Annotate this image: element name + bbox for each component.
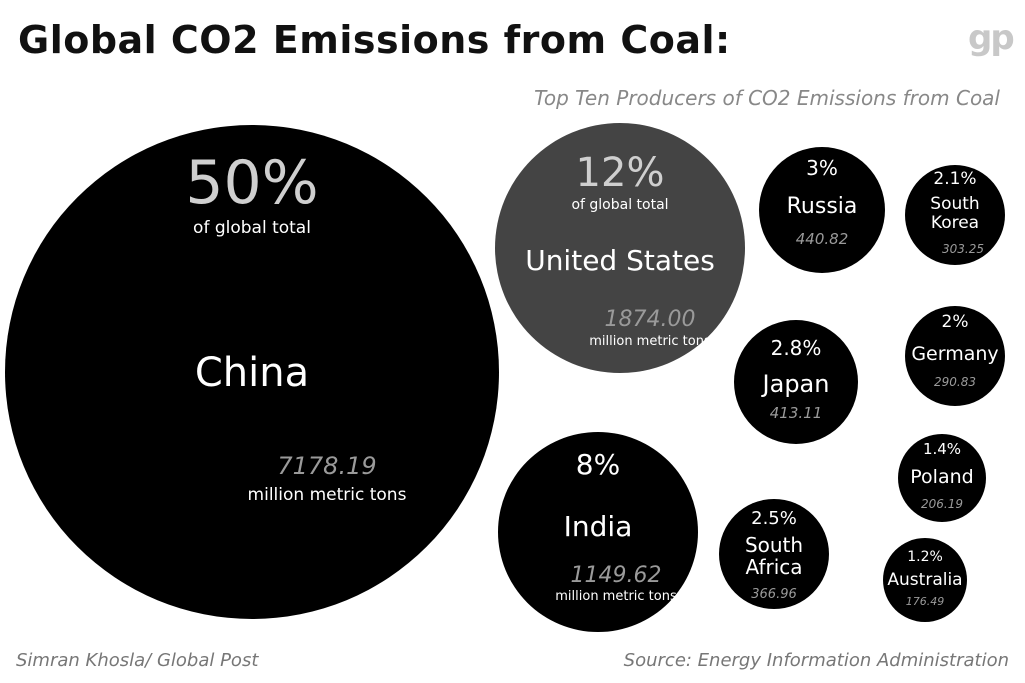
share-south-africa: 2.5% (751, 508, 797, 529)
bubble-japan (734, 320, 858, 444)
share-united-states: 12% (575, 150, 665, 196)
name-china: China (194, 350, 310, 396)
unit-united-states: million metric tons (589, 334, 711, 349)
value-germany: 290.83 (934, 375, 976, 389)
value-poland: 206.19 (921, 497, 963, 511)
name-japan: Japan (762, 370, 830, 398)
share-australia: 1.2% (907, 549, 943, 565)
unit-india: million metric tons (555, 589, 677, 604)
value-china: 7178.19 (277, 452, 377, 480)
name-poland: Poland (910, 466, 974, 488)
unit-china: million metric tons (247, 485, 407, 505)
share-south-korea: 2.1% (933, 169, 977, 189)
bubble-germany (905, 306, 1005, 406)
bubble-south-korea (905, 165, 1005, 265)
name-germany: Germany (911, 343, 999, 365)
source-note: Source: Energy Information Administratio… (623, 650, 1009, 671)
chart-title: Global CO2 Emissions from Coal: (18, 18, 731, 62)
value-russia: 440.82 (795, 230, 849, 248)
share-germany: 2% (941, 312, 969, 332)
bubble-poland (898, 434, 986, 522)
author-credit: Simran Khosla/ Global Post (16, 650, 259, 671)
name-south-korea: South Korea (930, 194, 980, 233)
value-united-states: 1874.00 (604, 307, 696, 332)
share-label-china: of global total (193, 218, 311, 238)
bubble-india (498, 432, 698, 632)
bubble-australia (883, 538, 967, 622)
value-australia: 176.49 (905, 595, 945, 608)
value-india: 1149.62 (570, 563, 662, 588)
share-label-united-states: of global total (571, 197, 669, 213)
value-south-korea: 303.25 (942, 242, 984, 256)
share-poland: 1.4% (922, 440, 962, 458)
value-japan: 413.11 (769, 404, 823, 422)
name-india: India (563, 510, 633, 543)
name-australia: Australia (887, 570, 963, 590)
bubble-south-africa (719, 499, 829, 609)
chart-subtitle: Top Ten Producers of CO2 Emissions from … (534, 86, 1000, 110)
value-south-africa: 366.96 (751, 587, 797, 602)
share-india: 8% (575, 448, 621, 481)
name-russia: Russia (786, 194, 858, 219)
name-united-states: United States (525, 244, 715, 277)
global-post-logo: gp (968, 18, 1015, 58)
share-russia: 3% (806, 156, 838, 180)
share-china: 50% (185, 148, 319, 218)
share-japan: 2.8% (770, 336, 822, 360)
bubble-china (5, 125, 499, 619)
bubble-russia (759, 147, 885, 273)
name-south-africa: South Africa (744, 533, 804, 579)
bubble-united-states (495, 123, 745, 373)
